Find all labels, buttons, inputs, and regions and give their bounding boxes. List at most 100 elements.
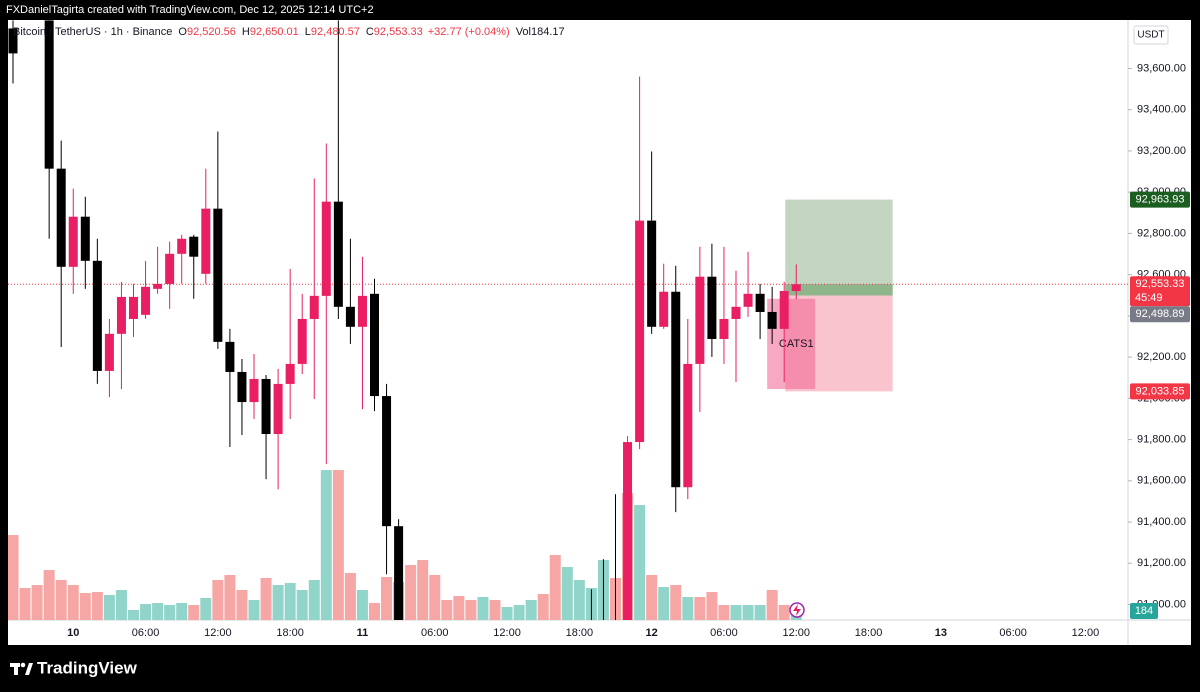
volume-bar xyxy=(296,590,308,620)
axis-layer: 91,000.0091,200.0091,400.0091,600.0091,8… xyxy=(67,62,1190,639)
x-tick-label: 12:00 xyxy=(782,627,810,639)
take-profit-tag xyxy=(1130,191,1190,208)
x-tick-label: 18:00 xyxy=(276,627,304,639)
candle-body xyxy=(719,318,729,339)
candle-body xyxy=(333,201,343,307)
volume-bar xyxy=(381,577,393,620)
volume-bar xyxy=(91,592,103,620)
legend-key: L xyxy=(305,26,311,38)
watermark: FXDanielTagirta created with TradingView… xyxy=(6,4,374,16)
logo-part xyxy=(25,663,33,675)
candle-body xyxy=(309,295,319,319)
candle-layer: CATS1 xyxy=(8,20,814,620)
x-tick-label: 10 xyxy=(67,627,79,639)
candle-body xyxy=(153,283,163,289)
x-tick-label: 06:00 xyxy=(421,627,449,639)
candle-body xyxy=(743,293,753,307)
candle-body xyxy=(659,291,669,327)
x-tick-label: 12:00 xyxy=(204,627,232,639)
legend-value: 92,553.33 xyxy=(374,26,423,38)
volume-bar xyxy=(176,602,188,620)
volume-bar xyxy=(103,595,115,620)
volume-bar xyxy=(212,580,224,620)
volume-bar xyxy=(429,575,441,620)
volume-bar xyxy=(634,505,646,620)
legend-key: C xyxy=(366,26,374,38)
symbol: Bitcoin / TetherUS · 1h · Binance xyxy=(13,26,172,38)
candle-body xyxy=(731,306,741,319)
volume-bar xyxy=(43,570,55,620)
volume-tag-label: 184 xyxy=(1135,605,1153,617)
brand-logo xyxy=(10,662,33,675)
legend-key: H xyxy=(242,26,250,38)
candle-body xyxy=(683,363,693,488)
volume-bar xyxy=(200,597,212,620)
candle-body xyxy=(92,260,102,371)
volume-bar xyxy=(694,597,706,620)
x-tick-label: 06:00 xyxy=(132,627,160,639)
volume-bar xyxy=(441,600,453,620)
volume-bar xyxy=(140,604,152,620)
candle-body xyxy=(707,276,717,339)
candle-body xyxy=(8,28,18,54)
candle-body xyxy=(647,220,657,327)
candle-body xyxy=(273,383,283,435)
y-tick-label: 93,400.00 xyxy=(1137,104,1186,116)
y-tick-label: 93,600.00 xyxy=(1137,62,1186,74)
candle-body xyxy=(394,526,404,620)
volume-bar xyxy=(369,602,380,620)
x-tick-label: 12:00 xyxy=(1072,627,1100,639)
candle-body xyxy=(779,291,789,329)
volume-bar xyxy=(248,600,260,620)
x-tick-label: 18:00 xyxy=(855,627,883,639)
legend-value: 184.17 xyxy=(531,26,565,38)
volume-bar xyxy=(67,585,79,620)
volume-bar xyxy=(537,594,549,620)
volume-bar xyxy=(164,605,176,620)
chart-area xyxy=(8,20,1191,645)
y-tick-label: 91,600.00 xyxy=(1137,475,1186,487)
candle-body xyxy=(189,236,199,257)
entry-tag xyxy=(1130,306,1190,323)
x-tick-label: 12:00 xyxy=(493,627,521,639)
candle-body xyxy=(56,168,66,267)
volume-bar xyxy=(754,605,766,620)
candle-body xyxy=(80,216,90,261)
volume-bar xyxy=(718,605,730,620)
legend-key: O xyxy=(178,26,187,38)
take-profit-tag-label: 92,963.93 xyxy=(1136,194,1185,206)
volume-bar xyxy=(356,590,368,620)
take-profit-zone xyxy=(785,199,893,296)
y-tick-label: 91,200.00 xyxy=(1137,557,1186,569)
volume-bar xyxy=(79,593,91,620)
entry-tag-label: 92,498.89 xyxy=(1136,308,1185,320)
volume-bar xyxy=(128,610,139,620)
volume-bar xyxy=(332,470,344,620)
candle-body xyxy=(767,311,777,329)
x-tick-label: 12 xyxy=(646,627,658,639)
volume-bar xyxy=(405,565,417,620)
x-tick-label: 06:00 xyxy=(999,627,1027,639)
x-tick-label: 11 xyxy=(357,627,369,639)
volume-bar xyxy=(188,605,200,620)
y-tick-label: 92,800.00 xyxy=(1137,227,1186,239)
volume-bar xyxy=(742,605,754,620)
volume-bar xyxy=(115,590,127,620)
candle-body xyxy=(382,396,392,527)
candle-body xyxy=(755,293,765,312)
candle-body xyxy=(129,296,138,319)
x-tick-label: 18:00 xyxy=(566,627,594,639)
x-tick-label: 13 xyxy=(935,627,947,639)
candle-body xyxy=(345,306,355,327)
candle-body xyxy=(165,253,175,284)
volume-bar xyxy=(344,573,356,620)
volume-bar xyxy=(658,587,670,620)
candle-body xyxy=(141,286,151,315)
volume-bar xyxy=(513,605,525,620)
volume-bar xyxy=(670,585,682,620)
candle-body xyxy=(249,378,259,403)
candle-body xyxy=(635,220,645,443)
volume-bar xyxy=(646,575,658,620)
volume-bar xyxy=(477,597,489,620)
volume-bar xyxy=(778,605,790,620)
